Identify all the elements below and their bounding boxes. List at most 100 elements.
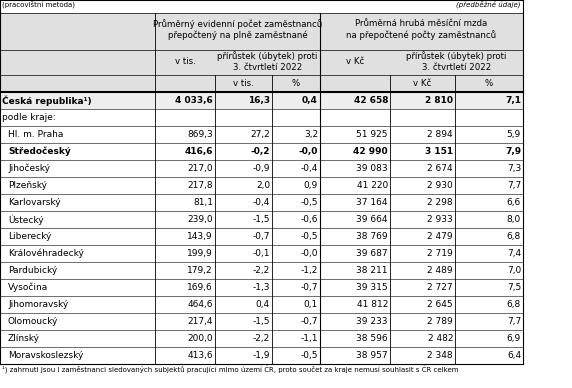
Text: 0,1: 0,1 (304, 300, 318, 309)
Text: Ústecký: Ústecký (8, 214, 43, 225)
Text: 39 233: 39 233 (356, 317, 388, 326)
Text: Průměrná hrubá měsíční mzda
na přepočtené počty zaměstnanců: Průměrná hrubá měsíční mzda na přepočten… (347, 19, 496, 40)
Text: 6,8: 6,8 (507, 300, 521, 309)
Text: 7,7: 7,7 (507, 181, 521, 190)
Text: 39 687: 39 687 (356, 249, 388, 258)
Text: 2 727: 2 727 (427, 283, 453, 292)
Text: 2 298: 2 298 (427, 198, 453, 207)
Text: 217,8: 217,8 (188, 181, 213, 190)
Text: 217,0: 217,0 (188, 164, 213, 173)
Text: 42 658: 42 658 (353, 96, 388, 105)
Text: 2 645: 2 645 (427, 300, 453, 309)
Text: -0,7: -0,7 (300, 283, 318, 292)
Text: (předběžné údaje): (předběžné údaje) (456, 1, 521, 9)
Text: -2,2: -2,2 (253, 334, 270, 343)
Text: v Kč: v Kč (346, 57, 364, 66)
Text: 217,4: 217,4 (188, 317, 213, 326)
Text: -1,1: -1,1 (300, 334, 318, 343)
Text: 143,9: 143,9 (188, 232, 213, 241)
Text: 38 769: 38 769 (356, 232, 388, 241)
Text: 3 151: 3 151 (425, 147, 453, 156)
Text: (pracovištní metoda): (pracovištní metoda) (2, 1, 75, 9)
Text: -0,4: -0,4 (301, 164, 318, 173)
Text: -0,5: -0,5 (300, 232, 318, 241)
Text: 413,6: 413,6 (188, 351, 213, 360)
Text: -0,0: -0,0 (299, 147, 318, 156)
Text: Liberecký: Liberecký (8, 232, 51, 241)
Text: 7,3: 7,3 (507, 164, 521, 173)
Text: -1,2: -1,2 (301, 266, 318, 275)
Text: 51 925: 51 925 (356, 130, 388, 139)
Text: 38 957: 38 957 (356, 351, 388, 360)
Text: 2 933: 2 933 (427, 215, 453, 224)
Text: %: % (485, 79, 493, 88)
Text: 2 479: 2 479 (427, 232, 453, 241)
Text: 3,2: 3,2 (304, 130, 318, 139)
Bar (0, 0, 523, 13)
Text: 6,4: 6,4 (507, 351, 521, 360)
Text: 41 220: 41 220 (357, 181, 388, 190)
Text: 239,0: 239,0 (188, 215, 213, 224)
Text: 7,9: 7,9 (505, 147, 521, 156)
Text: -0,0: -0,0 (300, 249, 318, 258)
Text: %: % (292, 79, 300, 88)
Text: přírůstek (úbytek) proti
3. čtvrtletí 2022: přírůstek (úbytek) proti 3. čtvrtletí 20… (406, 51, 507, 72)
Text: 0,4: 0,4 (302, 96, 318, 105)
Text: -1,5: -1,5 (252, 317, 270, 326)
Text: -0,7: -0,7 (300, 317, 318, 326)
Text: -0,9: -0,9 (252, 164, 270, 173)
Text: 37 164: 37 164 (356, 198, 388, 207)
Text: Zlínský: Zlínský (8, 334, 40, 343)
Text: 7,0: 7,0 (507, 266, 521, 275)
Text: 38 211: 38 211 (356, 266, 388, 275)
Text: podle kraje:: podle kraje: (2, 113, 55, 122)
Text: -0,2: -0,2 (251, 147, 270, 156)
Text: Vysočina: Vysočina (8, 283, 48, 292)
Text: 39 664: 39 664 (356, 215, 388, 224)
Text: 199,9: 199,9 (187, 249, 213, 258)
Text: -0,4: -0,4 (253, 198, 270, 207)
Text: Moravskoslezský: Moravskoslezský (8, 351, 84, 360)
Text: -0,6: -0,6 (300, 215, 318, 224)
Text: 7,4: 7,4 (507, 249, 521, 258)
Text: -1,5: -1,5 (252, 215, 270, 224)
Text: 2 719: 2 719 (427, 249, 453, 258)
Text: Česká republika¹): Česká republika¹) (2, 95, 92, 106)
Text: Hl. m. Praha: Hl. m. Praha (8, 130, 63, 139)
Text: 39 315: 39 315 (356, 283, 388, 292)
Text: 869,3: 869,3 (187, 130, 213, 139)
Text: -1,9: -1,9 (252, 351, 270, 360)
Bar (0, 0, 523, 92)
Text: v Kč: v Kč (414, 79, 432, 88)
Text: 6,6: 6,6 (507, 198, 521, 207)
Text: 2 674: 2 674 (427, 164, 453, 173)
Text: 42 990: 42 990 (353, 147, 388, 156)
Text: v tis.: v tis. (233, 79, 254, 88)
Text: 16,3: 16,3 (248, 96, 270, 105)
Text: 7,7: 7,7 (507, 317, 521, 326)
Text: 0,4: 0,4 (256, 300, 270, 309)
Text: 7,1: 7,1 (505, 96, 521, 105)
Text: 38 596: 38 596 (356, 334, 388, 343)
Text: Středočeský: Středočeský (8, 147, 71, 156)
Text: Plzeňský: Plzeňský (8, 181, 47, 190)
Bar (0, 92, 523, 109)
Text: 39 083: 39 083 (356, 164, 388, 173)
Text: 8,0: 8,0 (507, 215, 521, 224)
Text: 6,9: 6,9 (507, 334, 521, 343)
Text: 169,6: 169,6 (187, 283, 213, 292)
Text: Královéhradecký: Královéhradecký (8, 249, 84, 258)
Bar (0, 92, 523, 364)
Text: 2,0: 2,0 (256, 181, 270, 190)
Text: -0,5: -0,5 (300, 198, 318, 207)
Text: 2 930: 2 930 (427, 181, 453, 190)
Text: 81,1: 81,1 (193, 198, 213, 207)
Text: -2,2: -2,2 (253, 266, 270, 275)
Text: 2 810: 2 810 (425, 96, 453, 105)
Text: 179,2: 179,2 (188, 266, 213, 275)
Text: 0,9: 0,9 (304, 181, 318, 190)
Text: -0,7: -0,7 (252, 232, 270, 241)
Text: Jihočeský: Jihočeský (8, 164, 50, 173)
Text: -1,3: -1,3 (252, 283, 270, 292)
Text: 464,6: 464,6 (188, 300, 213, 309)
